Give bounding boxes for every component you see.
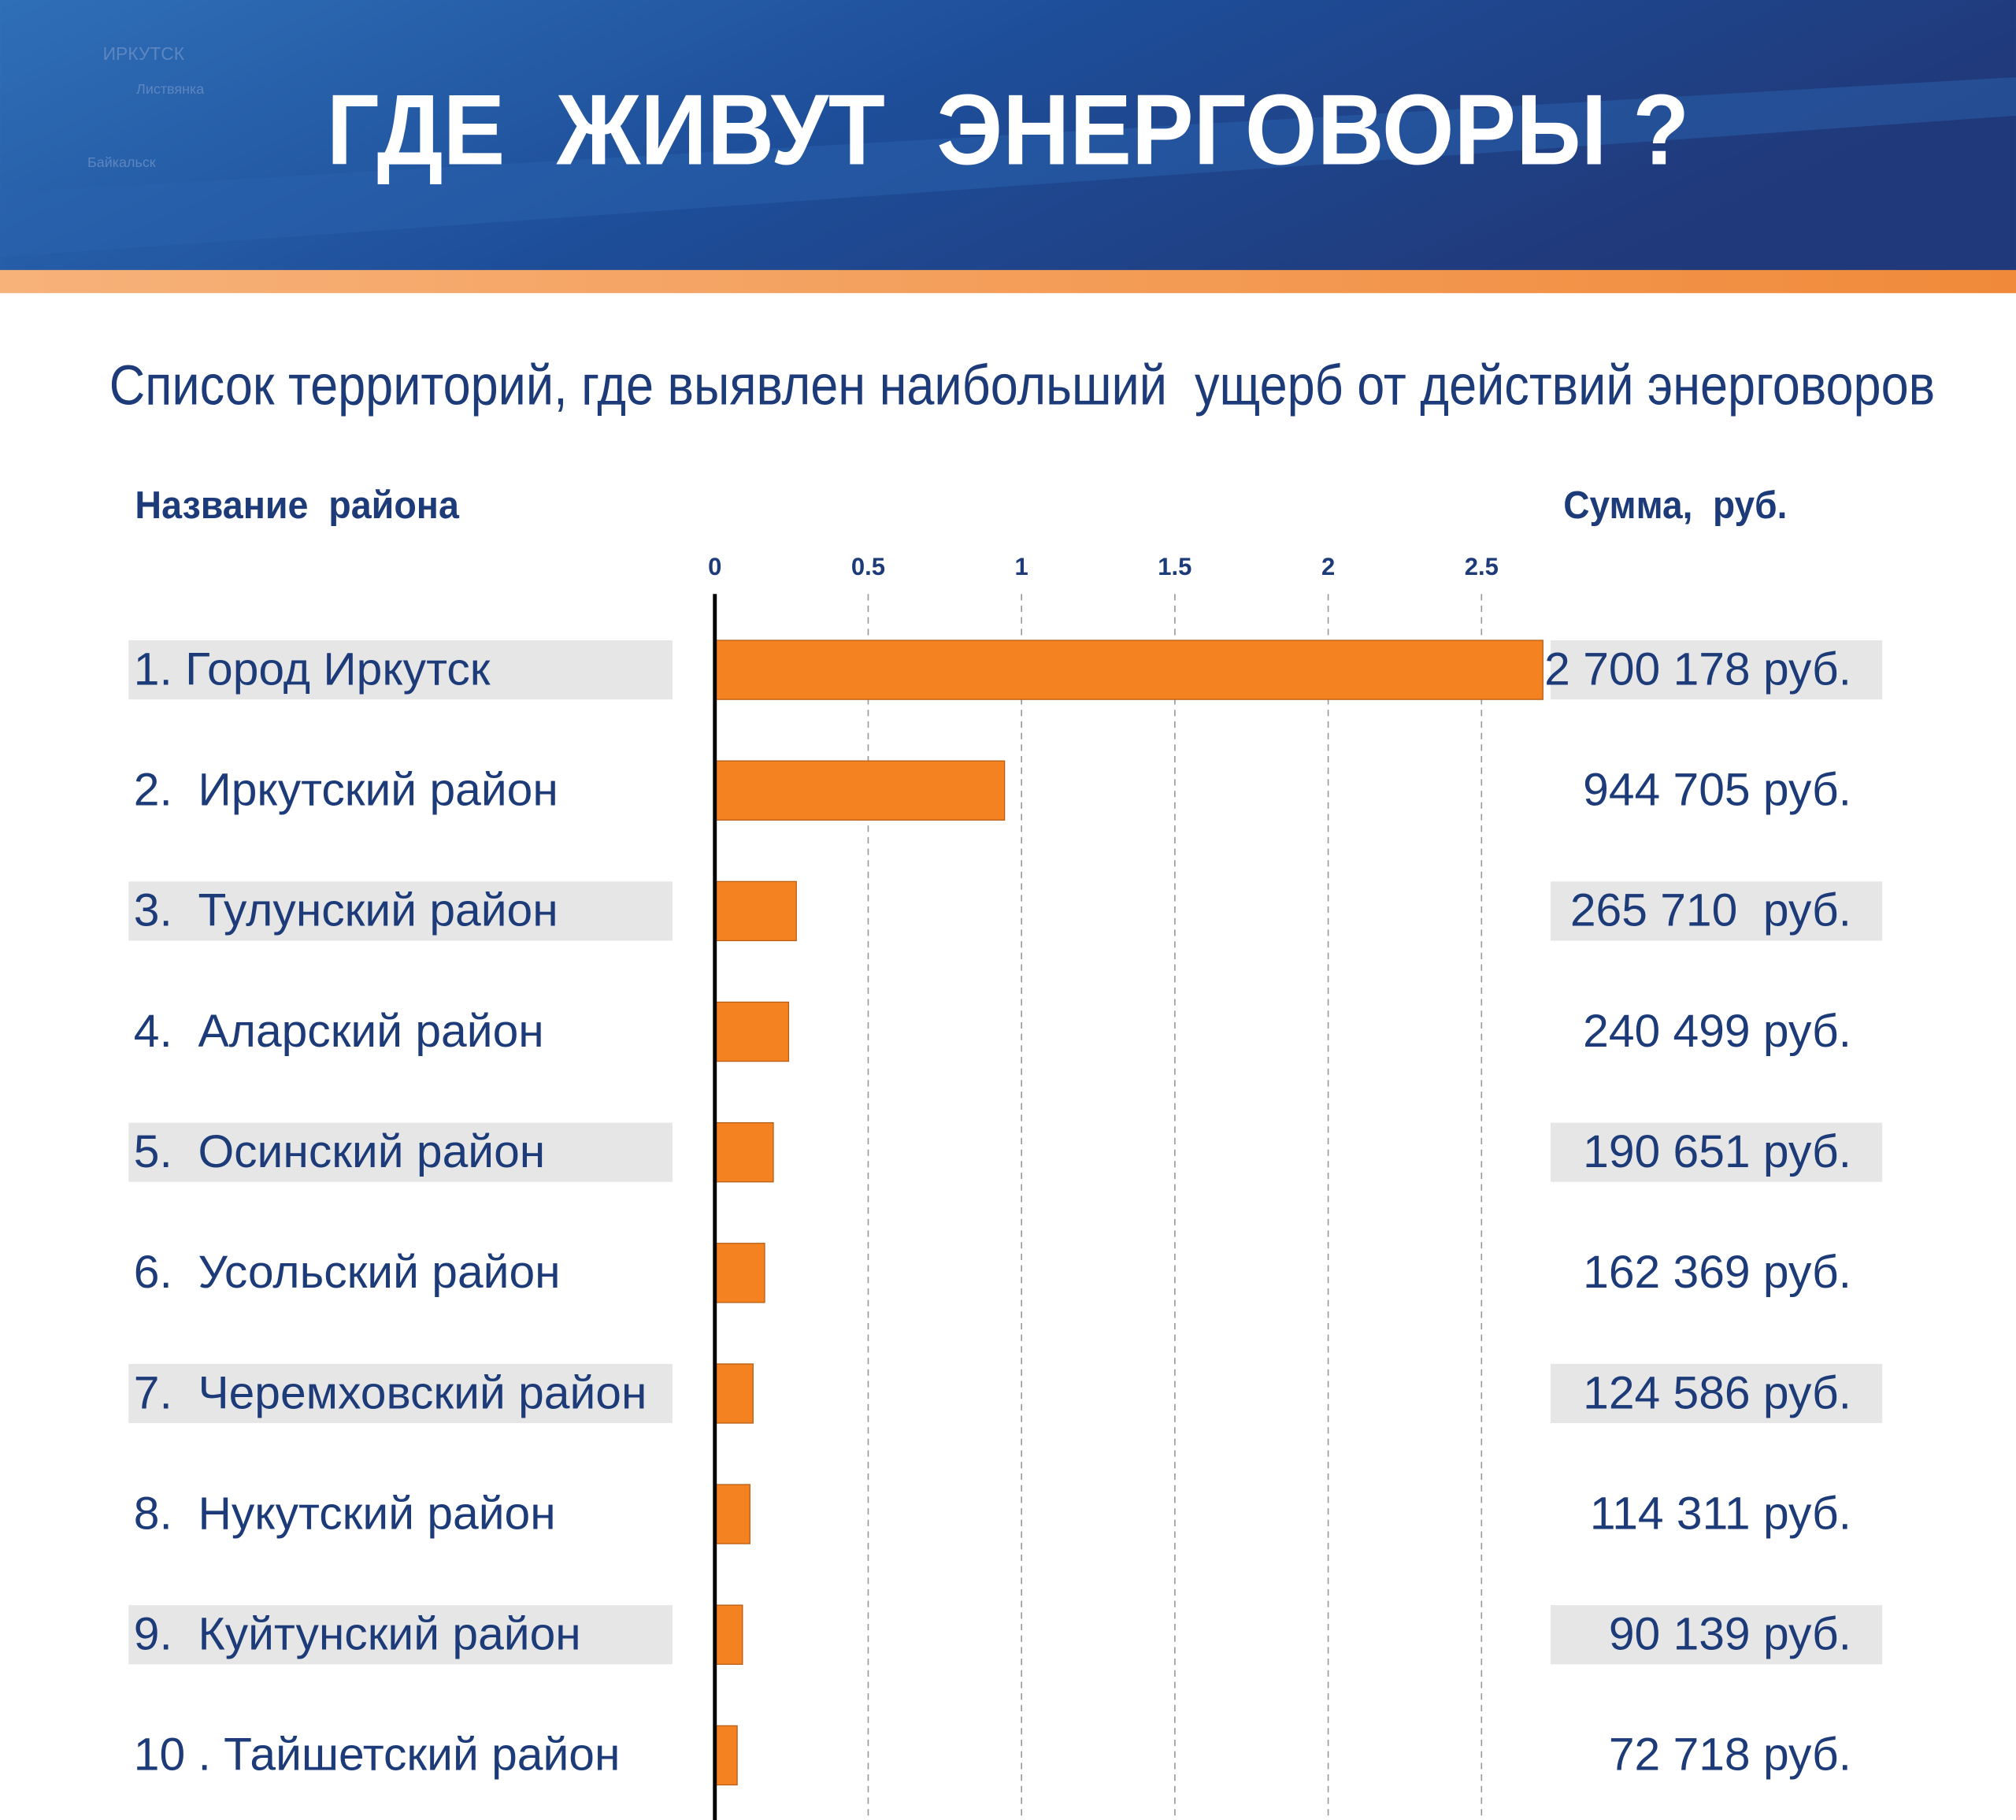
row-band: [128, 640, 673, 700]
category-label: 8. Нукутский район: [134, 1488, 556, 1539]
value-label: 190 651 руб.: [1583, 1126, 1851, 1177]
bar: [714, 1363, 754, 1424]
bar: [714, 1604, 743, 1665]
bar: [714, 1001, 790, 1062]
column-header: Название района: [135, 484, 459, 527]
value-label: 162 369 руб.: [1583, 1247, 1851, 1298]
bar: [714, 1121, 774, 1183]
bar: [714, 1725, 738, 1786]
map-label: ИРКУТСК: [103, 43, 185, 64]
row-band: [1550, 881, 1883, 941]
x-tick-label: 2.5: [1465, 553, 1499, 580]
x-tick-label: 1.5: [1158, 553, 1191, 580]
category-label: 10 . Тайшетский район: [134, 1729, 621, 1781]
value-label: 124 586 руб.: [1583, 1367, 1851, 1418]
bar: [714, 1484, 750, 1544]
category-label: 3. Тулунский район: [134, 885, 558, 936]
category-label: 5. Осинский район: [134, 1126, 545, 1177]
map-label: Байкальск: [87, 154, 156, 170]
category-label: 6. Усольский район: [134, 1247, 561, 1298]
row-band: [128, 1605, 673, 1665]
map-label: Листвянка: [136, 81, 204, 97]
x-tick-label: 0: [708, 553, 721, 580]
row-band: [1550, 1363, 1883, 1424]
row-band: [1550, 1122, 1883, 1182]
row-band: [128, 881, 673, 941]
x-tick-label: 2: [1321, 553, 1335, 580]
bar: [714, 639, 1544, 700]
row-band: [128, 1122, 673, 1182]
category-label: 1. Город Иркутск: [134, 643, 491, 695]
row-band: [1550, 1605, 1883, 1665]
header-stripe: [0, 76, 2016, 258]
x-tick-label: 0.5: [851, 553, 885, 580]
value-label: 72 718 руб.: [1609, 1729, 1851, 1781]
value-label: 265 710 руб.: [1570, 885, 1851, 936]
bar: [714, 880, 797, 942]
row-band: [1550, 640, 1883, 700]
title: ГДЕ ЖИВУТ ЭНЕРГОВОРЫ ?: [327, 73, 1690, 185]
category-label: 7. Черемховский район: [134, 1367, 647, 1418]
category-label: 9. Куйтунский район: [134, 1609, 581, 1660]
bar: [714, 760, 1006, 821]
column-header: Сумма, руб.: [1563, 484, 1787, 527]
row-band: [128, 1363, 673, 1424]
subtitle: Список территорий, где выявлен наибольши…: [109, 354, 1935, 417]
bar: [714, 1243, 765, 1303]
category-label: 4. Аларский район: [134, 1006, 544, 1057]
header-orange-band: [0, 269, 2016, 294]
value-label: 2 700 178 руб.: [1544, 643, 1851, 695]
value-label: 90 139 руб.: [1609, 1609, 1851, 1660]
value-label: 944 705 руб.: [1583, 765, 1851, 816]
x-tick-label: 1: [1015, 553, 1028, 580]
value-label: 114 311 руб.: [1590, 1488, 1851, 1539]
category-label: 2. Иркутский район: [134, 765, 558, 816]
value-label: 240 499 руб.: [1583, 1006, 1851, 1057]
